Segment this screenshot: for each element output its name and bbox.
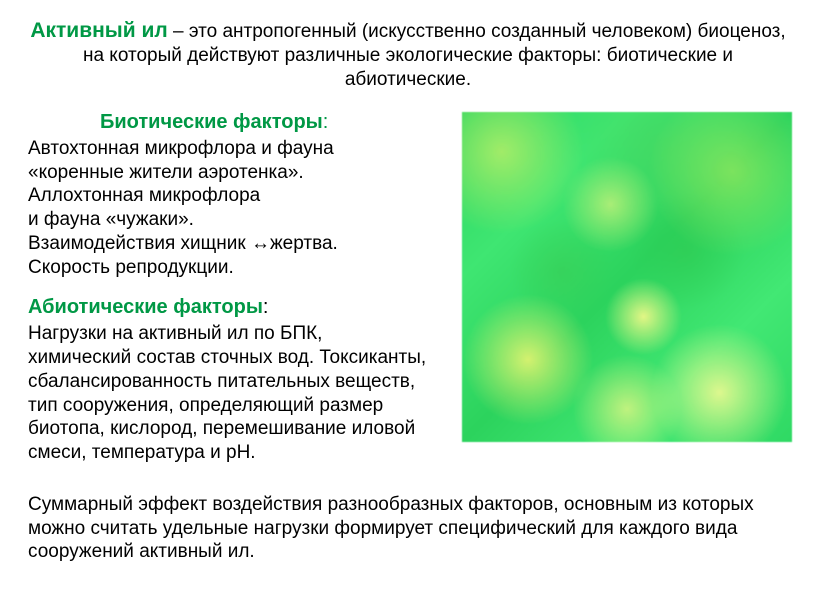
biotic-line: Скорость репродукции. — [28, 256, 448, 280]
abiotic-heading-text: Абиотические факторы — [28, 296, 263, 318]
abiotic-body: Нагрузки на активный ил по БПК, химическ… — [28, 322, 448, 465]
summary-text: Суммарный эффект воздействия разнообразн… — [28, 493, 788, 564]
biotic-line: «коренные жители аэротенка». — [28, 161, 448, 185]
text-column: Биотические факторы: Автохтонная микрофл… — [28, 110, 448, 465]
content-row: Биотические факторы: Автохтонная микрофл… — [28, 110, 788, 465]
biotic-colon: : — [323, 111, 329, 133]
title-block: Активный ил – это антропогенный (искусст… — [28, 18, 788, 92]
biotic-body: Автохтонная микрофлора и фауна «коренные… — [28, 137, 448, 280]
abiotic-line: химический состав сточных вод. Токсикант… — [28, 346, 448, 465]
biotic-line: и фауна «чужаки». — [28, 208, 448, 232]
microscopy-image — [462, 112, 792, 442]
image-column — [462, 110, 792, 442]
biotic-line: Автохтонная микрофлора и фауна — [28, 137, 448, 161]
biotic-line: Аллохтонная микрофлора — [28, 184, 448, 208]
biotic-heading-text: Биотические факторы — [100, 111, 323, 133]
abiotic-colon: : — [263, 296, 269, 318]
abiotic-line: Нагрузки на активный ил по БПК, — [28, 322, 448, 346]
title-term: Активный ил — [30, 19, 167, 42]
biotic-line: Взаимодействия хищник ↔жертва. — [28, 232, 448, 256]
biotic-heading: Биотические факторы: — [28, 110, 448, 135]
title-rest: – это антропогенный (искусственно создан… — [83, 21, 786, 90]
abiotic-heading: Абиотические факторы: — [28, 295, 448, 320]
